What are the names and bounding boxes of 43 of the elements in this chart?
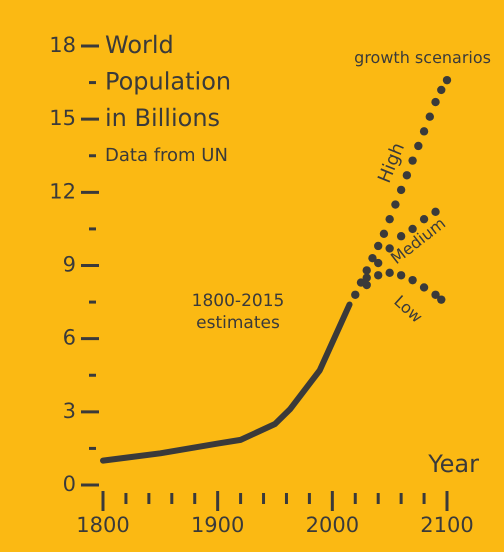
point [396, 271, 406, 280]
point [426, 112, 434, 121]
y-tick-label: 6 [62, 326, 76, 350]
point [431, 290, 440, 299]
annotation: 1800-2015 estimates [192, 291, 284, 334]
point [385, 268, 394, 277]
point [351, 290, 360, 299]
point [396, 186, 406, 194]
x-axis-title: Year [427, 450, 480, 478]
y-tick-label: 0 [62, 472, 76, 496]
annotation: growth scenarios [354, 48, 491, 67]
text: Data from UN [105, 144, 228, 166]
point [437, 295, 446, 304]
point [380, 230, 388, 238]
y-tick-label: 9 [62, 252, 76, 276]
point [374, 258, 382, 268]
y-tick-label: 3 [62, 398, 76, 423]
text: Low [390, 291, 426, 327]
point [368, 254, 377, 262]
text: High [374, 140, 409, 186]
point [414, 142, 423, 150]
point [437, 86, 446, 94]
point [431, 98, 440, 106]
point [374, 271, 382, 280]
point [442, 76, 452, 84]
y-tick-label: 15 [49, 106, 76, 130]
x-tick-label: 2100 [420, 513, 474, 537]
text: World Population in Billions [105, 31, 232, 132]
point [391, 200, 400, 209]
point [408, 276, 417, 284]
x-tick-label: 2000 [306, 513, 360, 537]
point [362, 274, 371, 282]
point [362, 280, 371, 290]
y-tick-label: 18 [49, 33, 76, 57]
point [420, 127, 428, 136]
x-tick-label: 1900 [190, 513, 244, 537]
point [362, 266, 371, 275]
y-tick-label: 12 [49, 179, 76, 204]
point [374, 242, 382, 250]
x-tick-label: 1800 [76, 513, 130, 537]
point [431, 208, 440, 216]
point [408, 156, 417, 165]
point [420, 283, 428, 292]
